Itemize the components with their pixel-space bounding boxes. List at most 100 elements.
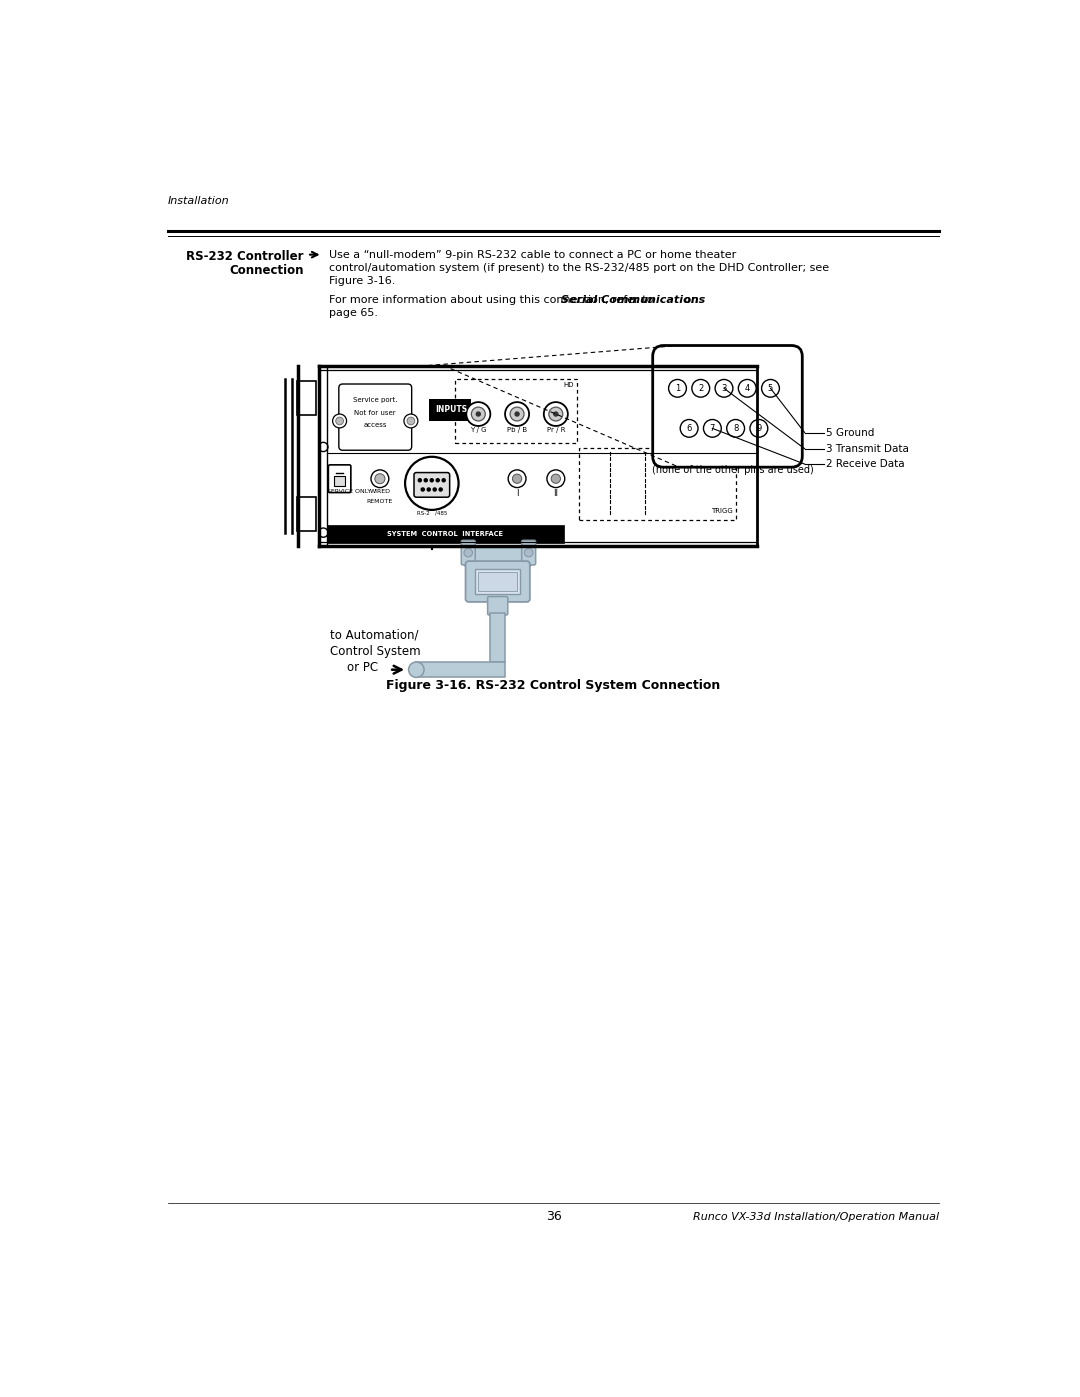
FancyBboxPatch shape [461,541,475,564]
Text: Control System: Control System [330,644,421,658]
Circle shape [319,443,328,451]
Circle shape [336,418,343,425]
Circle shape [727,419,744,437]
FancyBboxPatch shape [478,571,517,591]
Text: Use a “null-modem” 9-pin RS-232 cable to connect a PC or home theater: Use a “null-modem” 9-pin RS-232 cable to… [328,250,735,260]
Circle shape [433,488,436,490]
Text: control/automation system (if present) to the RS-232/485 port on the DHD Control: control/automation system (if present) t… [328,263,828,274]
Text: 1: 1 [675,384,680,393]
Circle shape [408,662,424,678]
Circle shape [715,380,733,397]
Circle shape [510,407,524,420]
Circle shape [525,549,532,557]
Text: 5: 5 [768,384,773,393]
Circle shape [405,457,459,510]
Text: 4: 4 [744,384,750,393]
Circle shape [421,488,424,490]
Circle shape [692,380,710,397]
Circle shape [442,479,445,482]
Text: Not for user: Not for user [354,409,396,415]
Text: RS-232 Controller: RS-232 Controller [187,250,303,263]
Circle shape [549,407,563,420]
FancyBboxPatch shape [465,562,530,602]
Circle shape [750,419,768,437]
FancyBboxPatch shape [297,381,316,415]
Circle shape [407,418,415,425]
Circle shape [761,380,780,397]
Text: I: I [516,489,518,499]
Circle shape [505,402,529,426]
Text: Pr / R: Pr / R [546,426,565,433]
Text: For more information about using this connection, refer to: For more information about using this co… [328,295,657,305]
Text: 5 Ground: 5 Ground [825,427,874,437]
Text: to Automation/: to Automation/ [330,629,419,641]
Text: or PC: or PC [348,661,378,673]
Text: Y / G: Y / G [470,426,487,433]
Text: (none of the other pins are used): (none of the other pins are used) [652,465,813,475]
Text: 6: 6 [687,423,692,433]
FancyBboxPatch shape [339,384,411,450]
FancyBboxPatch shape [327,525,564,542]
Text: page 65.: page 65. [328,307,378,317]
FancyBboxPatch shape [334,475,345,486]
Text: WIRED: WIRED [369,489,390,493]
Circle shape [428,488,430,490]
Circle shape [436,479,440,482]
Text: SERVICE ONLY: SERVICE ONLY [327,489,372,493]
Circle shape [546,469,565,488]
Text: access: access [364,422,387,427]
FancyBboxPatch shape [297,497,316,531]
Text: REMOTE: REMOTE [367,499,393,503]
Text: Figure 3-16.: Figure 3-16. [328,277,395,286]
Circle shape [703,419,721,437]
Circle shape [424,479,428,482]
Text: Installation: Installation [167,196,229,205]
Text: 3: 3 [721,384,727,393]
Text: 7: 7 [710,423,715,433]
Text: 3 Transmit Data: 3 Transmit Data [825,444,908,454]
Circle shape [467,402,490,426]
Circle shape [440,488,442,490]
Circle shape [375,474,384,483]
Polygon shape [490,613,505,662]
Circle shape [514,411,519,416]
Text: Pb / B: Pb / B [507,426,527,433]
Polygon shape [416,662,505,678]
Circle shape [509,469,526,488]
Circle shape [319,528,328,538]
Text: 8: 8 [733,423,739,433]
Text: on: on [680,295,698,305]
Circle shape [669,380,687,397]
Circle shape [471,407,485,420]
Text: SYSTEM  CONTROL  INTERFACE: SYSTEM CONTROL INTERFACE [388,531,503,536]
Text: 2: 2 [698,384,703,393]
Text: II: II [553,489,558,499]
Text: Connection: Connection [229,264,303,277]
Text: Runco VX-33d Installation/Operation Manual: Runco VX-33d Installation/Operation Manu… [693,1213,940,1222]
Text: 2 Receive Data: 2 Receive Data [825,460,904,469]
Circle shape [553,411,558,416]
Circle shape [551,474,561,483]
Text: TRIGG: TRIGG [711,509,732,514]
Circle shape [372,469,389,488]
Circle shape [464,549,473,557]
Text: RS-2   /485: RS-2 /485 [417,510,447,515]
Circle shape [404,414,418,427]
Circle shape [512,474,522,483]
Circle shape [544,402,568,426]
Circle shape [418,479,421,482]
Text: 36: 36 [545,1210,562,1224]
Circle shape [680,419,698,437]
Text: HD: HD [563,381,573,388]
Circle shape [430,479,433,482]
FancyBboxPatch shape [488,597,508,615]
FancyBboxPatch shape [522,541,536,564]
FancyBboxPatch shape [414,472,449,497]
Circle shape [333,414,347,427]
Text: Serial Communications: Serial Communications [562,295,705,305]
FancyBboxPatch shape [429,400,471,420]
Text: Figure 3-16. RS-232 Control System Connection: Figure 3-16. RS-232 Control System Conne… [387,679,720,692]
Text: 9: 9 [756,423,761,433]
Circle shape [475,411,481,416]
Circle shape [739,380,756,397]
